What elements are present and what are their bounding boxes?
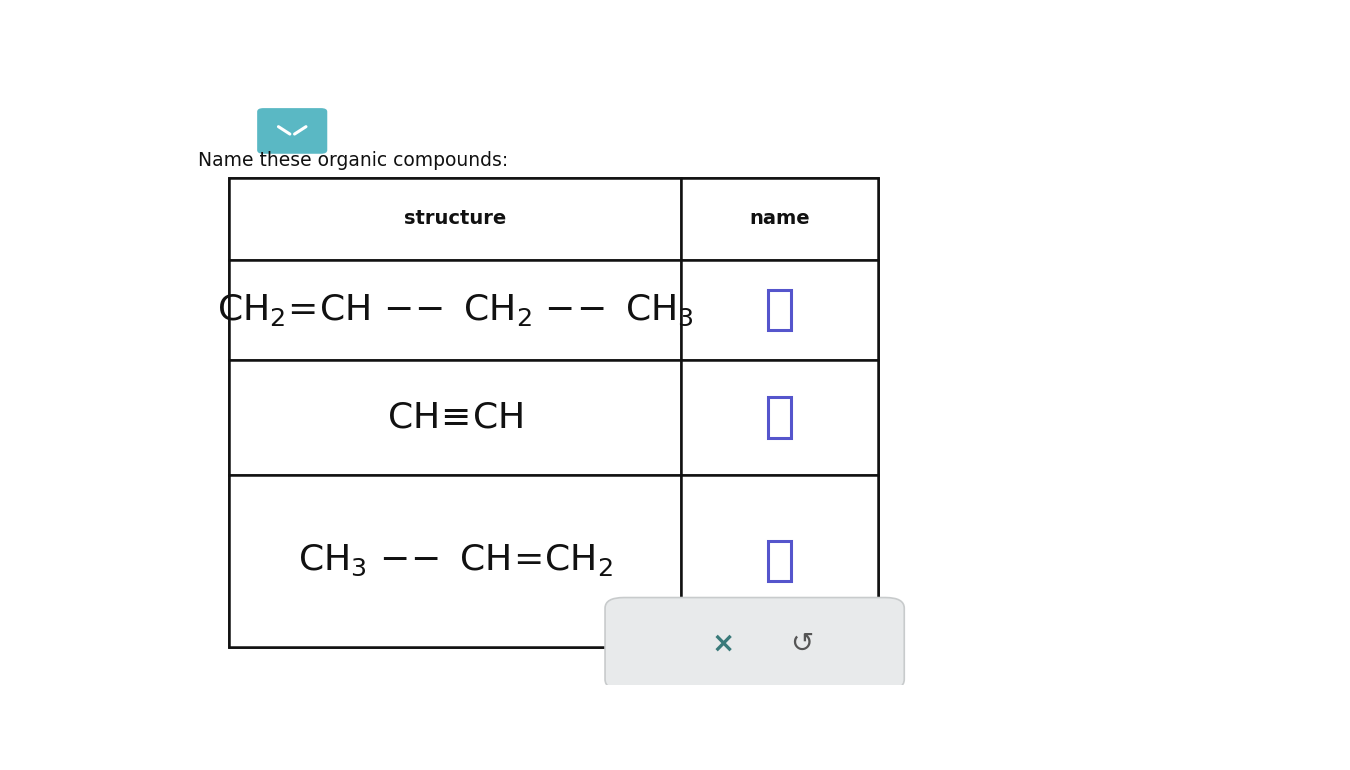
Bar [768, 290, 791, 330]
Bar [230, 179, 682, 259]
Bar [768, 397, 791, 438]
Bar [682, 360, 878, 475]
FancyBboxPatch shape [605, 598, 905, 690]
Bar [768, 541, 791, 581]
Bar [682, 259, 878, 360]
Bar [230, 475, 682, 647]
Bar [682, 179, 878, 259]
Text: $\mathregular{CH}$$\mathregular{\!\equiv\!}$$\mathregular{CH}$: $\mathregular{CH}$$\mathregular{\!\equiv… [387, 400, 524, 434]
FancyBboxPatch shape [256, 108, 327, 154]
Text: ↺: ↺ [790, 630, 813, 658]
Text: name: name [749, 209, 810, 229]
Text: structure: structure [404, 209, 506, 229]
Bar [230, 259, 682, 360]
Text: Name these organic compounds:: Name these organic compounds: [198, 151, 509, 170]
Bar [230, 179, 878, 647]
Text: $\mathregular{CH_2}$$\mathregular{\!=\!}$$\mathregular{CH}$ $\mathregular{-\!-}$: $\mathregular{CH_2}$$\mathregular{\!=\!}… [217, 293, 694, 328]
Bar [230, 360, 682, 475]
Text: ×: × [711, 630, 734, 658]
Bar [682, 475, 878, 647]
Text: $\mathregular{CH_3}$ $\mathregular{-\!-}$ $\mathregular{CH}$$\mathregular{\!=\!}: $\mathregular{CH_3}$ $\mathregular{-\!-}… [298, 543, 613, 578]
